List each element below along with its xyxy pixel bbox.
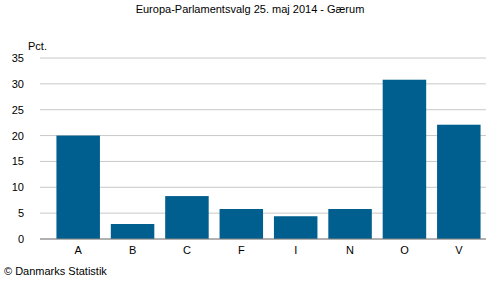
bar <box>328 209 372 239</box>
bars <box>56 80 480 239</box>
x-tick-label: N <box>346 244 354 256</box>
y-tick-label: 35 <box>12 52 24 64</box>
bar <box>56 136 100 239</box>
x-tick-label: V <box>455 244 463 256</box>
bar <box>437 125 481 239</box>
y-tick-label: 10 <box>12 181 24 193</box>
x-tick-label: B <box>129 244 136 256</box>
x-tick-label: C <box>183 244 191 256</box>
y-tick-label: 25 <box>12 104 24 116</box>
y-tick-label: 5 <box>18 207 24 219</box>
bar <box>111 224 155 239</box>
x-tick-label: F <box>238 244 245 256</box>
y-tick-label: 20 <box>12 130 24 142</box>
y-tick-label: 30 <box>12 78 24 90</box>
x-tick-label: A <box>75 244 83 256</box>
chart-svg: Europa-Parlamentsvalg 25. maj 2014 - Gær… <box>0 0 500 282</box>
grid-line <box>40 239 486 240</box>
source-note: © Danmarks Statistik <box>4 265 107 277</box>
bar <box>165 196 209 239</box>
chart-container: Europa-Parlamentsvalg 25. maj 2014 - Gær… <box>0 0 500 282</box>
x-tick-label: I <box>294 244 297 256</box>
y-tick-label: 15 <box>12 155 24 167</box>
title: Europa-Parlamentsvalg 25. maj 2014 - Gær… <box>136 3 365 15</box>
y-tick-label: 0 <box>18 233 24 245</box>
bar <box>220 209 264 239</box>
x-axis-line <box>40 239 486 240</box>
y-axis-label: Pct. <box>28 40 47 52</box>
bar <box>383 80 427 239</box>
bar <box>274 216 318 239</box>
grid-line <box>40 58 486 59</box>
x-tick-label: O <box>400 244 409 256</box>
